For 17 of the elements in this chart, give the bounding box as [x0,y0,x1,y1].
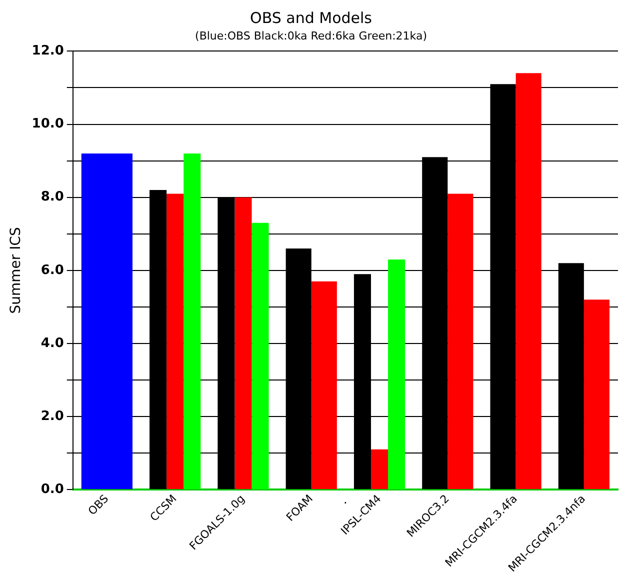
y-tick-label: 8.0 [40,190,64,205]
bar [81,154,132,490]
text: . [344,492,348,507]
y-tick-label: 12.0 [32,44,64,59]
y-tick-label: 0.0 [40,482,64,497]
bar [252,222,269,490]
bar [584,300,610,490]
bar [448,194,474,490]
y-tick-label: 10.0 [32,116,64,132]
y-tick-label: 4.0 [40,336,64,351]
y-axis-title: Summer ICS [8,226,24,314]
bar [516,73,542,490]
chart-subtitle: (Blue:OBS Black:0ka Red:6ka Green:21ka) [195,29,427,42]
y-tick-label: 6.0 [40,262,64,278]
chart-title: OBS and Models [250,8,372,27]
y-tick-label: 2.0 [40,408,64,424]
bar [184,154,201,490]
